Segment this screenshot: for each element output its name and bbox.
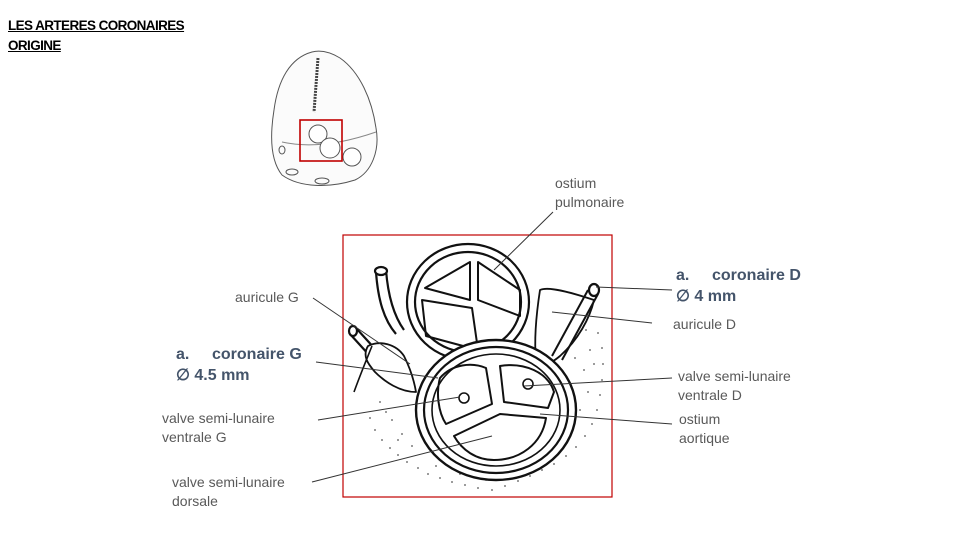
valve-illustration xyxy=(347,242,601,482)
heart-thumbnail xyxy=(271,50,378,186)
label-coronaire-g: a. coronaire G ∅ 4.5 mm xyxy=(176,346,302,384)
label-valve-dorsale: valve semi-lunaire dorsale xyxy=(172,474,285,509)
label-auricule-d: auricule D xyxy=(673,316,737,332)
diameter-coronaire-d: ∅ 4 mm xyxy=(676,288,737,305)
leader-lines xyxy=(311,211,673,483)
label-auricule-g: auricule G xyxy=(235,289,299,305)
label-coronaire-d: a. coronaire D ∅ 4 mm xyxy=(676,267,801,305)
label-valve-ventrale-d: valve semi-lunaire ventrale D xyxy=(678,368,791,403)
title-line-2: ORIGINE xyxy=(8,38,61,53)
label-ostium-pulmonaire: ostium pulmonaire xyxy=(555,175,625,210)
label-valve-ventrale-g: valve semi-lunaire ventrale G xyxy=(162,410,275,445)
title-line-1: LES ARTERES CORONAIRES xyxy=(8,18,185,33)
label-ostium-aortique: ostium aortique xyxy=(679,411,730,446)
diameter-coronaire-g: ∅ 4.5 mm xyxy=(176,367,250,384)
